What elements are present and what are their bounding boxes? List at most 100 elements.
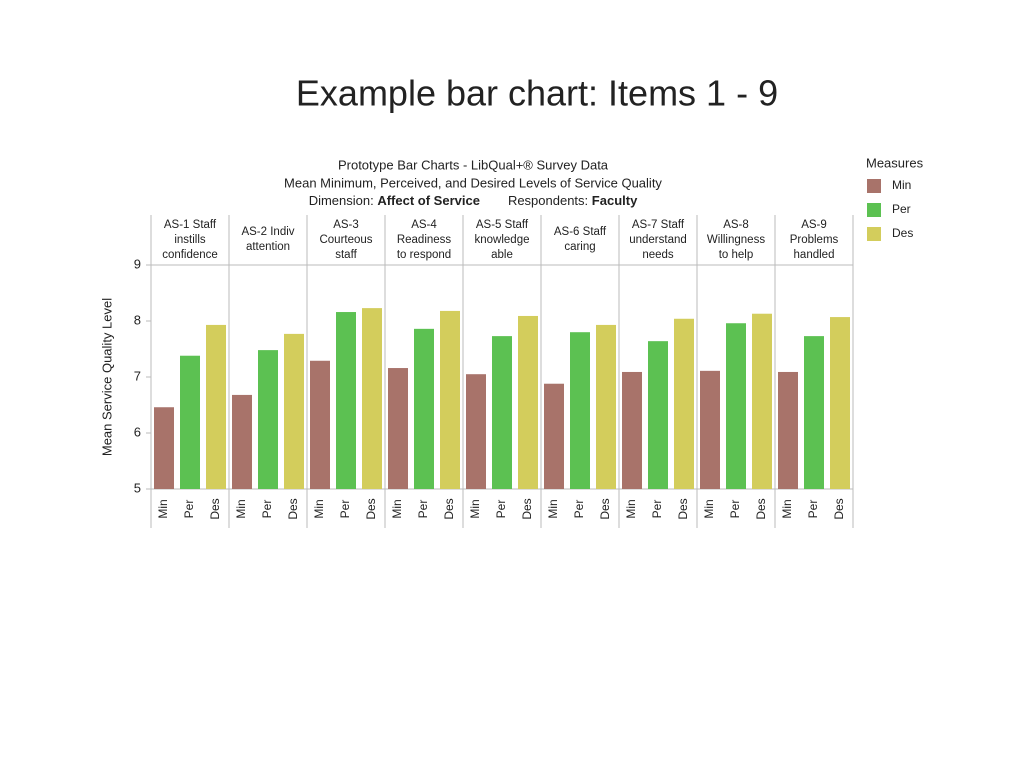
bar — [544, 383, 564, 489]
legend-swatch — [867, 227, 881, 241]
panel-label: staff — [335, 249, 357, 261]
x-tick-label: Des — [520, 498, 534, 519]
x-tick-label: Des — [832, 498, 846, 519]
x-tick-label: Per — [572, 500, 586, 519]
bar — [492, 336, 512, 489]
panel-label: needs — [642, 249, 674, 261]
bar — [362, 308, 382, 489]
panel-label: to help — [719, 249, 754, 261]
legend-label: Des — [892, 226, 913, 240]
x-tick-label: Des — [676, 498, 690, 519]
panel-label: attention — [246, 241, 290, 253]
bar — [804, 336, 824, 489]
bar — [726, 323, 746, 489]
panel-label: Problems — [790, 234, 839, 246]
respondents: Faculty — [592, 193, 638, 208]
bar — [830, 317, 850, 489]
bar — [336, 312, 356, 489]
bar — [206, 324, 226, 489]
y-tick-label: 6 — [134, 424, 141, 439]
panel-label: AS-6 Staff — [554, 226, 607, 238]
panel-label: AS-5 Staff — [476, 219, 529, 231]
x-tick-label: Des — [754, 498, 768, 519]
bar — [752, 313, 772, 489]
x-tick-label: Min — [156, 499, 170, 518]
bar — [622, 371, 642, 489]
x-tick-label: Per — [182, 500, 196, 519]
bar — [180, 355, 200, 489]
x-tick-label: Per — [728, 500, 742, 519]
legend-swatch — [867, 203, 881, 217]
x-tick-label: Min — [390, 499, 404, 518]
x-tick-label: Min — [312, 499, 326, 518]
x-tick-label: Min — [234, 499, 248, 518]
bar — [232, 394, 252, 489]
panel-label: Courteous — [319, 234, 372, 246]
panel-label: Willingness — [707, 234, 765, 246]
bar — [648, 341, 668, 489]
x-tick-label: Des — [364, 498, 378, 519]
x-tick-label: Per — [338, 500, 352, 519]
dimension: Affect of Service — [377, 193, 480, 208]
bar — [778, 371, 798, 489]
panel-label: knowledge — [475, 234, 530, 246]
y-tick-label: 5 — [134, 480, 141, 495]
panel-label: AS-8 — [723, 219, 749, 231]
panel-label: AS-2 Indiv — [241, 226, 294, 238]
bar — [700, 370, 720, 489]
bar — [518, 315, 538, 489]
bar — [674, 318, 694, 489]
x-tick-label: Per — [494, 500, 508, 519]
dimension-label: Dimension: — [309, 193, 374, 208]
panel-label: able — [491, 249, 513, 261]
panel-label: AS-3 — [333, 219, 359, 231]
x-tick-label: Des — [208, 498, 222, 519]
panel-label: caring — [564, 241, 595, 253]
panel-label: instills — [174, 234, 206, 246]
slide-title: Example bar chart: Items 1 - 9 — [296, 73, 778, 114]
panel-label: AS-1 Staff — [164, 219, 217, 231]
x-tick-label: Min — [624, 499, 638, 518]
bar — [440, 310, 460, 489]
x-tick-label: Min — [546, 499, 560, 518]
chart-dimension-line: Dimension: Affect of Service Respondents:… — [309, 193, 638, 208]
chart-title: Prototype Bar Charts - LibQual+® Survey … — [338, 157, 609, 172]
x-tick-label: Per — [806, 500, 820, 519]
legend-title: Measures — [866, 155, 924, 170]
panel-label: AS-9 — [801, 219, 827, 231]
bar — [596, 324, 616, 489]
panel-label: AS-4 — [411, 219, 437, 231]
bar — [388, 368, 408, 489]
panel-label: understand — [629, 234, 687, 246]
panel-label: confidence — [162, 249, 218, 261]
bar — [284, 333, 304, 489]
y-tick-label: 9 — [134, 256, 141, 271]
x-tick-label: Min — [780, 499, 794, 518]
bar — [310, 360, 330, 489]
panel-label: handled — [794, 249, 835, 261]
y-tick-label: 8 — [134, 312, 141, 327]
x-tick-label: Per — [650, 500, 664, 519]
bar — [154, 407, 174, 489]
bar — [258, 350, 278, 489]
legend-label: Min — [892, 178, 911, 192]
legend-label: Per — [892, 202, 911, 216]
panel-label: Readiness — [397, 234, 452, 246]
y-tick-label: 7 — [134, 368, 141, 383]
respondents-label: Respondents: — [508, 193, 588, 208]
x-tick-label: Des — [598, 498, 612, 519]
x-tick-label: Des — [442, 498, 456, 519]
bar — [414, 328, 434, 489]
bar — [570, 332, 590, 489]
x-tick-label: Des — [286, 498, 300, 519]
x-tick-label: Per — [260, 500, 274, 519]
y-axis-title: Mean Service Quality Level — [99, 298, 114, 456]
panel-label: to respond — [397, 249, 451, 261]
x-tick-label: Min — [702, 499, 716, 518]
chart-subtitle: Mean Minimum, Perceived, and Desired Lev… — [284, 175, 662, 190]
bar — [466, 374, 486, 489]
x-tick-label: Per — [416, 500, 430, 519]
panel-label: AS-7 Staff — [632, 219, 685, 231]
legend-swatch — [867, 179, 881, 193]
